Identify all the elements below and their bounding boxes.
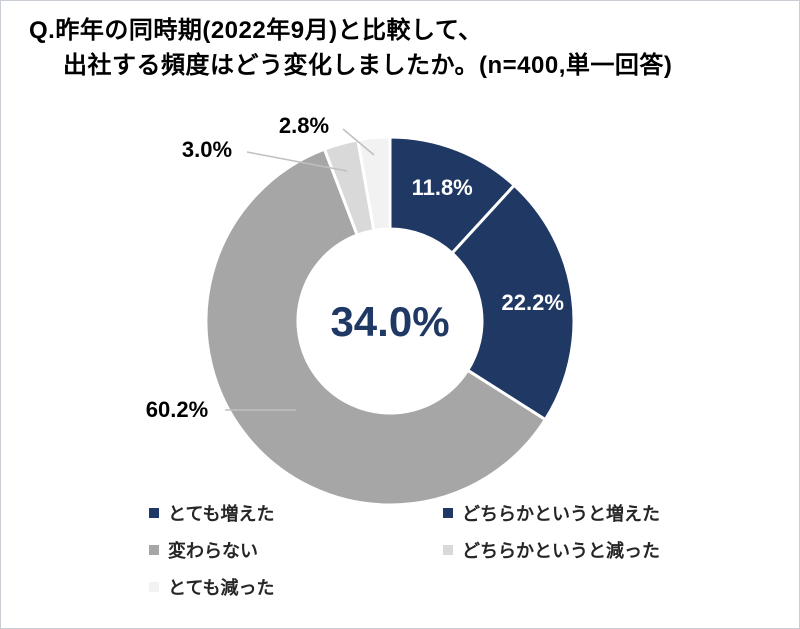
slice-label-4: 3.0%: [182, 137, 232, 162]
leader-line-4: [246, 151, 348, 172]
slice-label-3: 60.2%: [146, 397, 208, 422]
donut-slice-3: [204, 147, 547, 507]
legend-marker-very-increased: [149, 508, 159, 518]
legend-item-very-decreased: とても減った: [149, 574, 443, 600]
legend-label-no-change: 変わらない: [168, 541, 258, 561]
chart-legend: とても増えた どちらかというと増えた 変わらない どちらかというと減った とても…: [149, 500, 660, 600]
legend-label-somewhat-decreased: どちらかというと減った: [462, 541, 660, 561]
leader-line-5: [342, 128, 375, 156]
chart-title-line2: 出社する頻度はどう変化しましたか。(n=400,単一回答): [63, 51, 673, 79]
legend-label-somewhat-increased: どちらかというと増えた: [462, 504, 660, 524]
legend-label-very-decreased: とても減った: [168, 578, 275, 598]
chart-title: Q.昨年の同時期(2022年9月)と比較して、 出社する頻度はどう変化しましたか…: [29, 14, 672, 84]
legend-label-very-increased: とても増えた: [168, 504, 275, 524]
legend-marker-very-decreased: [149, 582, 159, 592]
legend-item-no-change: 変わらない: [149, 537, 443, 563]
donut-center-value: 34.0%: [330, 298, 449, 345]
legend-item-somewhat-increased: どちらかというと増えた: [443, 500, 660, 526]
legend-item-very-increased: とても増えた: [149, 500, 443, 526]
legend-marker-no-change: [149, 545, 159, 555]
slice-label-2: 22.2%: [502, 290, 564, 315]
legend-item-somewhat-decreased: どちらかというと減った: [443, 537, 660, 563]
slice-label-5: 2.8%: [279, 113, 329, 138]
slice-label-1: 11.8%: [412, 175, 473, 200]
donut-slice-2: [450, 183, 576, 422]
chart-title-line1: Q.昨年の同時期(2022年9月)と比較して、: [29, 17, 483, 44]
donut-slice-5: [356, 135, 392, 232]
legend-marker-somewhat-decreased: [443, 545, 453, 555]
legend-marker-somewhat-increased: [443, 508, 453, 518]
